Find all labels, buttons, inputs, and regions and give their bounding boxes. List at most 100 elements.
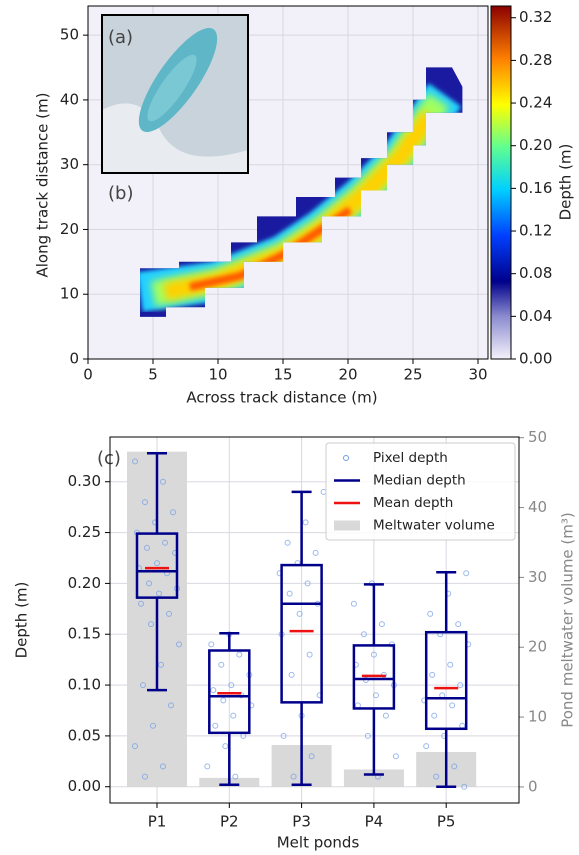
pixel-depth-point <box>160 478 166 485</box>
pixel-depth-point <box>176 641 182 648</box>
y2-tick-label: 20 <box>528 638 547 656</box>
y-tick-label: 0 <box>69 350 79 368</box>
colorbar-tick-label: 0.28 <box>519 51 552 69</box>
legend-marker <box>334 520 360 531</box>
pixel-depth-point <box>142 499 148 506</box>
pixel-depth-point <box>280 732 287 739</box>
legend-marker <box>343 455 349 461</box>
box <box>135 532 179 599</box>
pixel-depth-point <box>451 763 458 770</box>
colorbar-tick-label: 0.32 <box>519 8 552 26</box>
pixel-depth-point <box>208 641 215 648</box>
box <box>424 630 468 731</box>
y-tick-label: 30 <box>60 155 79 173</box>
y-tick-label: 0.05 <box>68 726 101 744</box>
x-axis-label: Across track distance (m) <box>186 389 377 407</box>
pixel-depth-point <box>312 549 319 556</box>
panel-label: (b) <box>108 183 133 204</box>
colorbar-tick-label: 0.08 <box>519 264 552 282</box>
pixel-depth-point <box>447 661 454 668</box>
x-tick-label: 30 <box>468 366 487 384</box>
box <box>352 644 396 710</box>
y-tick-label: 0.25 <box>68 523 101 541</box>
pixel-depth-point <box>144 544 150 551</box>
x-tick-label: 25 <box>403 366 422 384</box>
x-tick-label: 15 <box>273 366 292 384</box>
pixel-depth-point <box>138 600 144 607</box>
y-tick-label: 0.10 <box>68 676 101 694</box>
pixel-depth-point <box>284 539 291 546</box>
y2-tick-label: 30 <box>528 568 547 586</box>
pixel-depth-point <box>382 712 389 719</box>
pixel-depth-point <box>286 590 293 597</box>
x-tick-label: 0 <box>83 366 93 384</box>
y-tick-label: 0.00 <box>68 777 101 795</box>
y-tick-label: 50 <box>60 26 79 44</box>
pixel-depth-point <box>154 560 160 567</box>
y-tick-label: 10 <box>60 285 79 303</box>
x-tick-label: P1 <box>148 813 167 831</box>
colorbar-label: Depth (m) <box>557 144 575 221</box>
colorbar-tick-label: 0.20 <box>519 136 552 154</box>
x-tick-label: P3 <box>292 813 311 831</box>
pixel-depth-point <box>218 661 225 668</box>
pixel-depth-point <box>158 661 164 668</box>
pixel-depth-point <box>433 773 440 780</box>
pixel-depth-point <box>372 692 379 699</box>
pixel-depth-point <box>236 651 243 658</box>
pixel-depth-point <box>210 687 217 694</box>
pixel-depth-point <box>350 600 357 607</box>
pixel-depth-point <box>306 651 313 658</box>
pixel-depth-point <box>220 697 227 704</box>
pixel-depth-point <box>364 732 371 739</box>
x-tick-label: 10 <box>208 366 227 384</box>
y2-tick-label: 0 <box>528 777 538 795</box>
legend <box>325 442 516 541</box>
pixel-depth-point <box>204 763 211 770</box>
y-axis-label: Along track distance (m) <box>34 93 52 278</box>
box <box>280 563 323 704</box>
x-tick-label: 5 <box>148 366 158 384</box>
y2-tick-label: 40 <box>528 498 547 516</box>
pixel-depth-point <box>370 651 377 658</box>
pixel-depth-point <box>296 610 303 617</box>
pixel-depth-point <box>156 590 162 597</box>
pixel-depth-point <box>423 743 430 750</box>
colorbar-tick-label: 0.00 <box>519 350 552 368</box>
box <box>208 649 251 735</box>
pixel-depth-point <box>162 539 168 546</box>
y-axis-label: Depth (m) <box>13 582 31 659</box>
pixel-depth-point <box>308 753 315 760</box>
pixel-depth-point <box>288 671 295 678</box>
legend-label: Mean depth <box>373 495 453 511</box>
x-tick-label: 20 <box>338 366 357 384</box>
pixel-depth-point <box>132 458 138 465</box>
y-tick-label: 20 <box>60 220 79 238</box>
pixel-depth-point <box>140 682 146 689</box>
x-axis-label: Melt ponds <box>277 834 360 852</box>
y2-tick-label: 50 <box>528 428 547 446</box>
pixel-depth-point <box>455 621 462 628</box>
pixel-depth-point <box>148 621 154 628</box>
colorbar-tick-label: 0.12 <box>519 222 552 240</box>
pixel-depth-point <box>228 682 235 689</box>
bar <box>343 769 404 787</box>
pixel-depth-point <box>142 773 148 780</box>
pixel-depth-point <box>168 702 174 709</box>
panel-label: (a) <box>108 27 133 48</box>
pixel-depth-point <box>457 682 464 689</box>
pixel-depth-point <box>360 631 367 638</box>
pixel-depth-point <box>170 509 176 516</box>
colorbar-tick-label: 0.16 <box>519 179 552 197</box>
pixel-depth-point <box>461 783 468 790</box>
pixel-depth-point <box>212 722 219 729</box>
legend-label: Median depth <box>373 473 466 489</box>
legend-label: Meltwater volume <box>373 518 495 534</box>
y-tick-label: 40 <box>60 90 79 108</box>
axes-frame <box>109 436 520 804</box>
colorbar-tick-label: 0.04 <box>519 307 552 325</box>
inset-photo <box>101 14 249 174</box>
pixel-depth-point <box>427 610 434 617</box>
pixel-depth-point <box>431 712 438 719</box>
colorbar-tick-label: 0.24 <box>519 94 552 112</box>
